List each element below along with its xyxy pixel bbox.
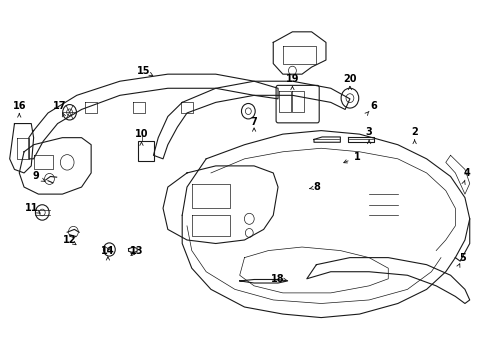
Text: 18: 18 <box>271 274 285 284</box>
Text: 9: 9 <box>33 171 40 181</box>
Text: 8: 8 <box>312 182 319 192</box>
Text: 16: 16 <box>13 101 26 111</box>
Text: 4: 4 <box>463 168 470 178</box>
Text: 2: 2 <box>410 127 417 138</box>
Text: 17: 17 <box>53 101 67 111</box>
Text: 12: 12 <box>62 235 76 245</box>
Text: 3: 3 <box>365 127 372 138</box>
Text: 19: 19 <box>285 75 299 85</box>
Text: 5: 5 <box>458 253 465 262</box>
Text: 10: 10 <box>134 129 148 139</box>
Text: 20: 20 <box>343 75 356 85</box>
Text: 11: 11 <box>24 203 38 213</box>
Text: 7: 7 <box>250 117 257 127</box>
Text: 6: 6 <box>370 101 377 111</box>
Text: 1: 1 <box>353 152 360 162</box>
Text: 13: 13 <box>130 246 143 256</box>
Text: 14: 14 <box>101 246 115 256</box>
Text: 15: 15 <box>137 66 150 76</box>
